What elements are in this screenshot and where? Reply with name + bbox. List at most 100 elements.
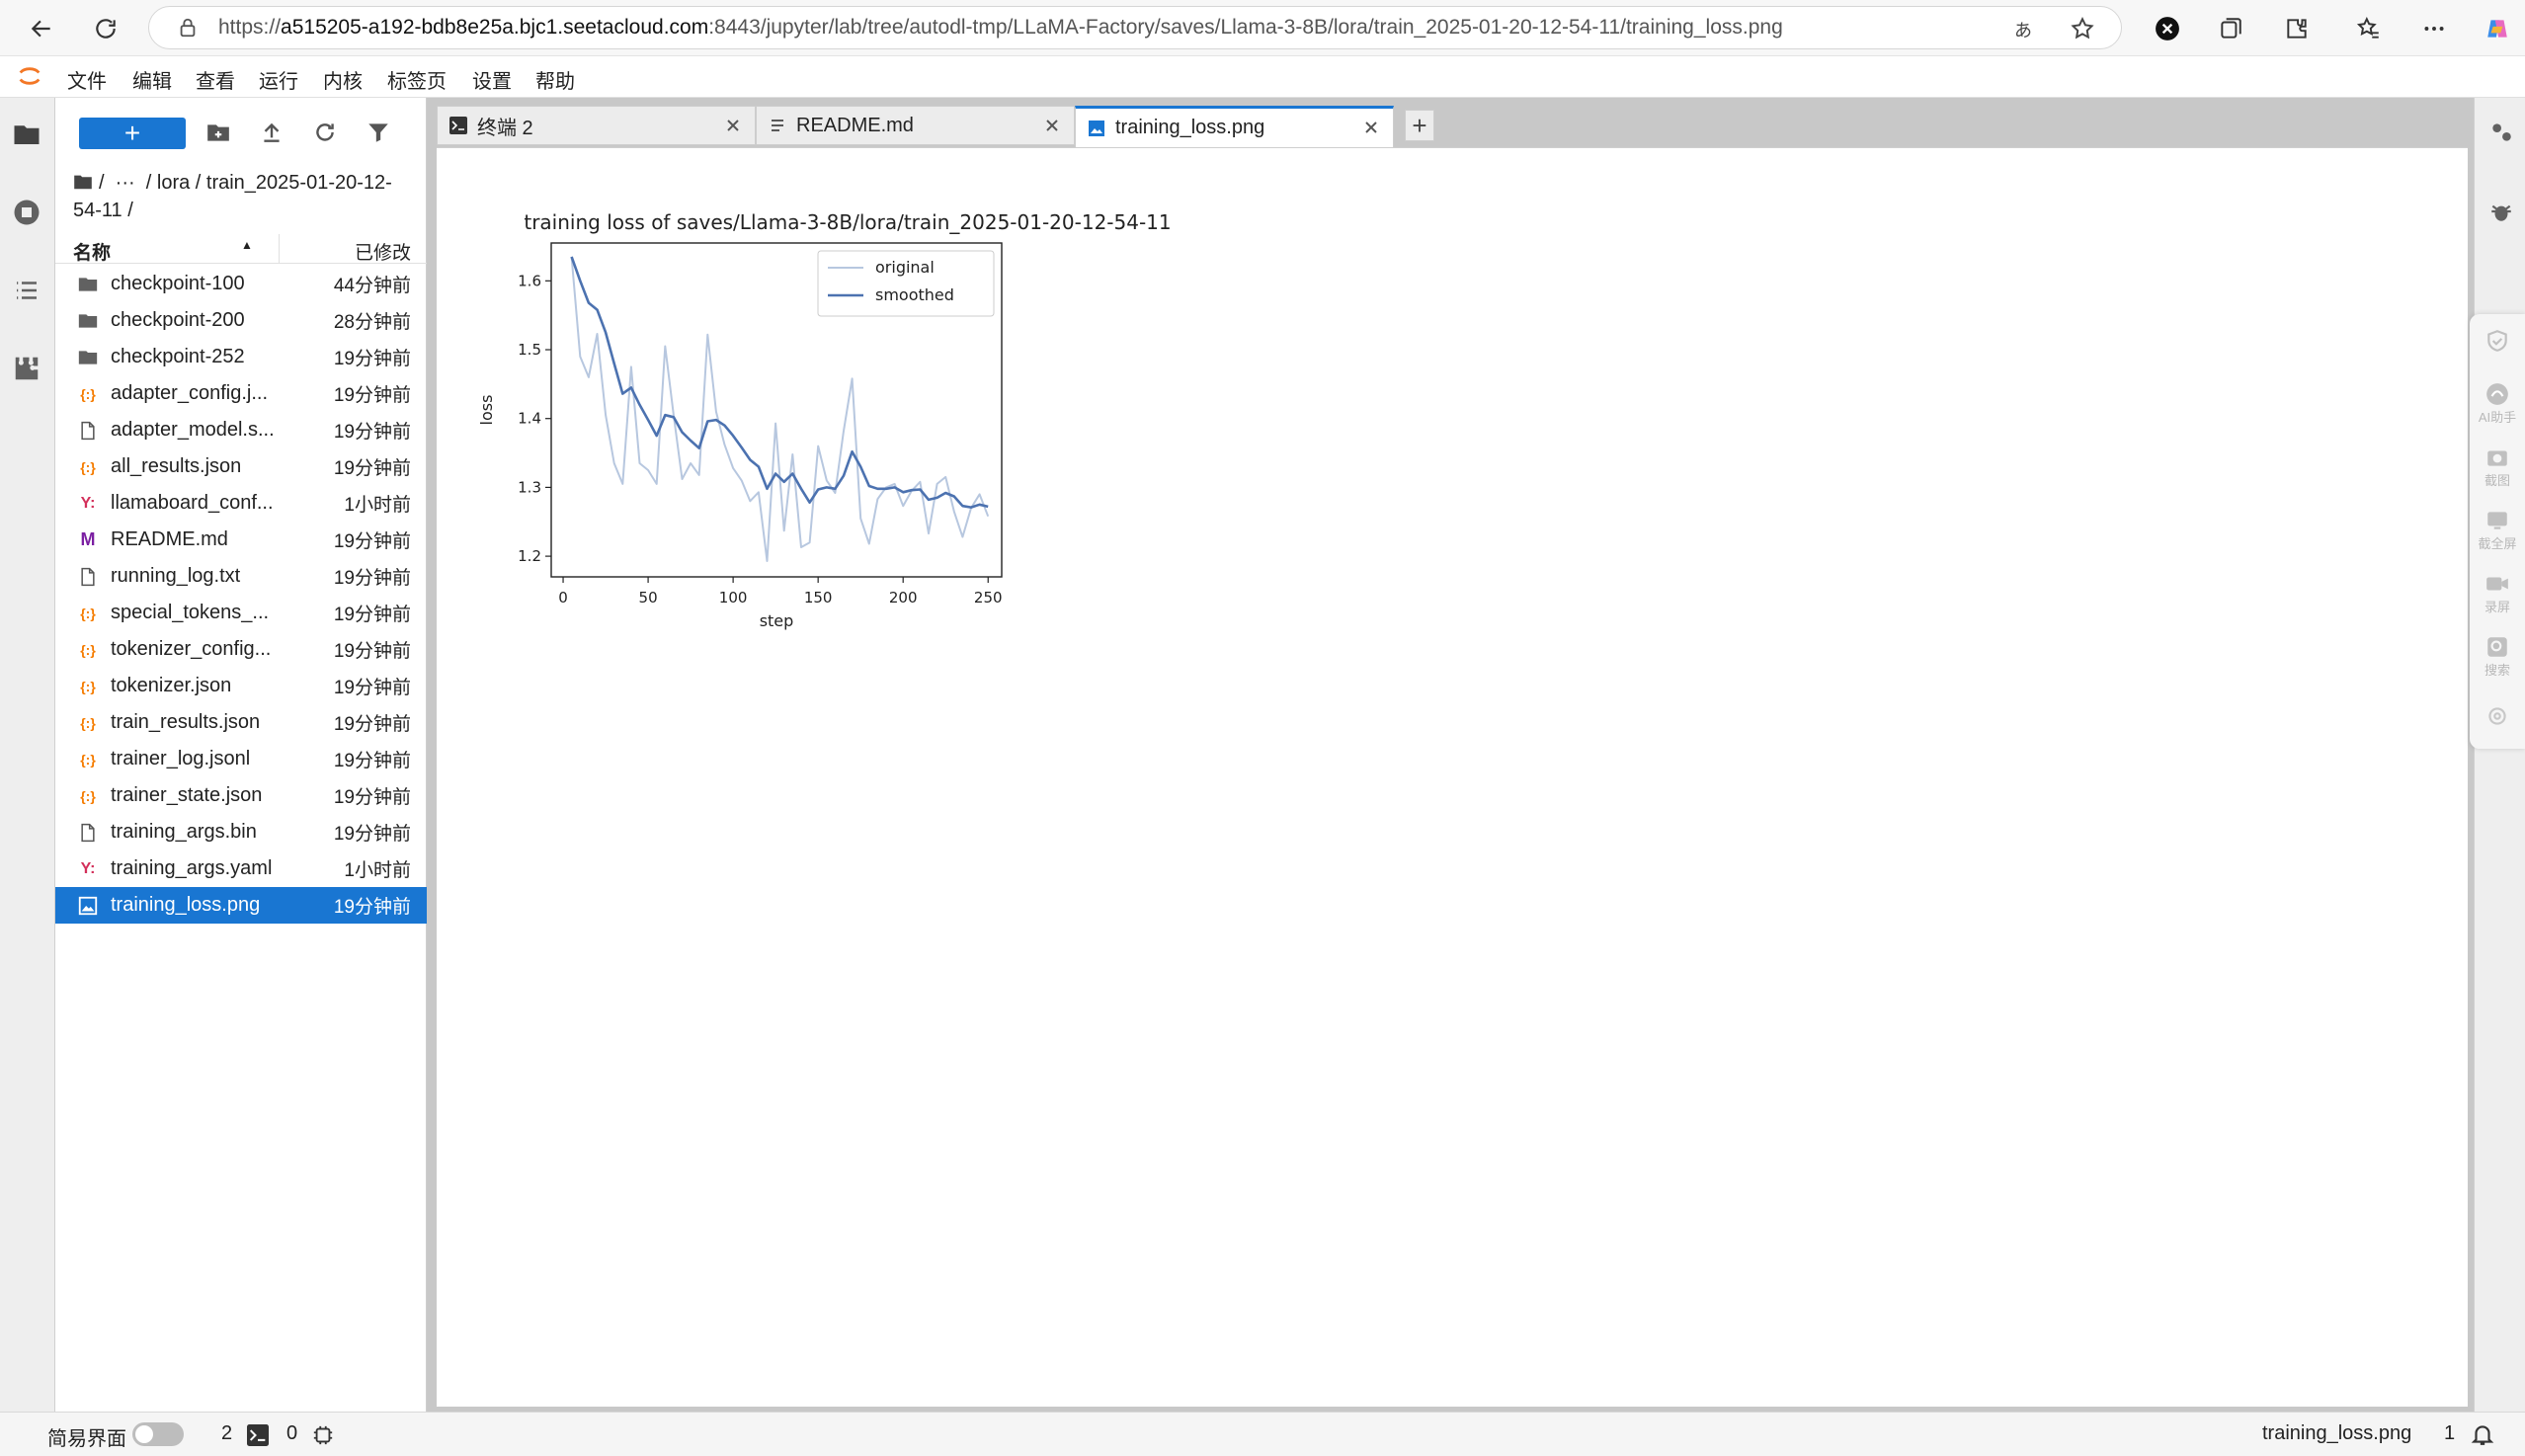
property-inspector-icon[interactable] <box>2488 120 2514 145</box>
folder-icon[interactable] <box>12 120 43 151</box>
new-folder-icon[interactable] <box>205 120 233 147</box>
add-tab-button[interactable]: + <box>1405 110 1434 141</box>
file-modified: 19分钟前 <box>333 897 411 918</box>
close-icon[interactable] <box>723 116 743 135</box>
legend-label: smoothed <box>875 285 954 304</box>
shield-icon[interactable] <box>2470 328 2525 354</box>
file-modified: 19分钟前 <box>333 531 411 552</box>
legend-label: original <box>875 258 935 277</box>
file-row[interactable]: Y: training_args.yaml 1小时前 <box>55 850 427 887</box>
file-row[interactable]: Y: llamaboard_conf... 1小时前 <box>55 485 427 522</box>
simple-mode-toggle[interactable] <box>132 1422 184 1446</box>
fullscreen-capture-button[interactable]: 截全屏 <box>2470 508 2525 552</box>
tab-terminal-2[interactable]: 终端 2 <box>437 106 756 145</box>
file-name: training_args.bin <box>111 821 257 843</box>
tab-label: README.md <box>796 114 914 136</box>
file-name: training_args.yaml <box>111 857 273 879</box>
refresh-files-icon[interactable] <box>312 120 340 147</box>
extensions-icon[interactable] <box>2277 9 2317 48</box>
file-modified: 19分钟前 <box>333 751 411 771</box>
sort-ascending-icon[interactable]: ▲ <box>241 238 253 252</box>
column-name-header[interactable]: 名称 <box>73 243 112 264</box>
folder-icon <box>77 310 99 332</box>
file-modified: 44分钟前 <box>333 276 411 296</box>
filter-icon[interactable] <box>366 120 393 147</box>
file-row[interactable]: {:} train_results.json 19分钟前 <box>55 704 427 741</box>
file-row[interactable]: {:} special_tokens_... 19分钟前 <box>55 595 427 631</box>
url-text[interactable]: https://a515205-a192-bdb8e25a.bjc1.seeta… <box>218 16 1783 39</box>
column-modified-header[interactable]: 已修改 <box>354 243 411 264</box>
home-folder-icon[interactable] <box>73 170 93 190</box>
address-bar[interactable]: https://a515205-a192-bdb8e25a.bjc1.seeta… <box>148 6 2122 49</box>
back-arrow-icon[interactable] <box>22 9 61 48</box>
refresh-icon[interactable] <box>86 9 125 48</box>
bell-icon[interactable] <box>2470 1421 2495 1447</box>
running-kernels-icon[interactable] <box>12 198 43 229</box>
file-row[interactable]: {:} all_results.json 19分钟前 <box>55 448 427 485</box>
star-icon[interactable] <box>2070 16 2095 41</box>
menu-tabs[interactable]: 标签页 <box>387 71 447 93</box>
file-row[interactable]: checkpoint-100 44分钟前 <box>55 266 427 302</box>
screen-record-button[interactable]: 录屏 <box>2470 571 2525 615</box>
more-icon[interactable] <box>2414 9 2454 48</box>
file-row[interactable]: training_loss.png 19分钟前 <box>55 887 427 924</box>
menu-help[interactable]: 帮助 <box>535 71 575 93</box>
menu-file[interactable]: 文件 <box>67 71 107 93</box>
file-icon <box>77 822 99 844</box>
file-row[interactable]: running_log.txt 19分钟前 <box>55 558 427 595</box>
copilot-icon[interactable] <box>2478 9 2517 48</box>
terminal-count[interactable]: 2 <box>221 1422 233 1444</box>
terminal-icon[interactable] <box>247 1424 269 1446</box>
file-row[interactable]: checkpoint-252 19分钟前 <box>55 339 427 375</box>
file-name: checkpoint-200 <box>111 309 245 331</box>
file-name: train_results.json <box>111 711 261 733</box>
extension-manager-icon[interactable] <box>12 354 43 385</box>
lock-icon[interactable] <box>177 17 199 39</box>
series-line-smoothed <box>570 256 989 509</box>
file-browser-toolbar: + <box>55 98 427 171</box>
file-modified: 28分钟前 <box>333 312 411 333</box>
kernel-icon[interactable] <box>312 1424 334 1446</box>
menu-kernel[interactable]: 内核 <box>323 71 363 93</box>
menu-settings[interactable]: 设置 <box>472 71 512 93</box>
favorites-icon[interactable] <box>2349 9 2389 48</box>
menu-edit[interactable]: 编辑 <box>132 71 172 93</box>
table-of-contents-icon[interactable] <box>12 276 43 307</box>
tab-training-loss-png[interactable]: training_loss.png <box>1075 106 1394 147</box>
tab-label: 终端 2 <box>477 117 533 139</box>
file-row[interactable]: {:} adapter_config.j... 19分钟前 <box>55 375 427 412</box>
breadcrumb-path[interactable]: / ··· / lora / train_2025-01-20-12-54-11… <box>73 172 392 221</box>
file-row[interactable]: adapter_model.s... 19分钟前 <box>55 412 427 448</box>
search-button[interactable]: 搜索 <box>2470 634 2525 679</box>
menu-view[interactable]: 查看 <box>196 71 235 93</box>
new-launcher-button[interactable]: + <box>79 118 186 149</box>
screenshot-label: 截图 <box>2484 473 2510 488</box>
settings-icon[interactable] <box>2470 703 2525 729</box>
notification-count[interactable]: 1 <box>2444 1422 2456 1444</box>
file-modified: 19分钟前 <box>333 458 411 479</box>
file-row[interactable]: M README.md 19分钟前 <box>55 522 427 558</box>
close-icon[interactable] <box>1361 118 1381 137</box>
translate-icon[interactable]: あ <box>2014 21 2032 40</box>
right-sidebar-rail <box>2474 98 2525 1412</box>
file-row[interactable]: {:} trainer_log.jsonl 19分钟前 <box>55 741 427 777</box>
upload-icon[interactable] <box>259 120 286 147</box>
file-row[interactable]: {:} trainer_state.json 19分钟前 <box>55 777 427 814</box>
debugger-icon[interactable] <box>2488 199 2514 224</box>
json-file-icon: {:} <box>80 714 96 731</box>
kernel-count[interactable]: 0 <box>286 1422 298 1444</box>
collections-icon[interactable] <box>2211 9 2250 48</box>
menu-run[interactable]: 运行 <box>259 71 298 93</box>
screenshot-button[interactable]: 截图 <box>2470 445 2525 489</box>
extension-x-icon[interactable] <box>2148 9 2187 48</box>
file-row[interactable]: {:} tokenizer.json 19分钟前 <box>55 668 427 704</box>
file-row[interactable]: training_args.bin 19分钟前 <box>55 814 427 850</box>
close-icon[interactable] <box>1042 116 1062 135</box>
ai-assistant-button[interactable]: AI助手 <box>2470 381 2525 426</box>
tab-readme[interactable]: README.md <box>756 106 1075 145</box>
breadcrumb[interactable]: / ··· / lora / train_2025-01-20-12-54-11… <box>73 169 419 224</box>
floating-assistant-toolbar: AI助手 截图 截全屏 录屏 搜索 <box>2470 314 2525 749</box>
file-row[interactable]: checkpoint-200 28分钟前 <box>55 302 427 339</box>
file-row[interactable]: {:} tokenizer_config... 19分钟前 <box>55 631 427 668</box>
legend <box>817 250 995 317</box>
